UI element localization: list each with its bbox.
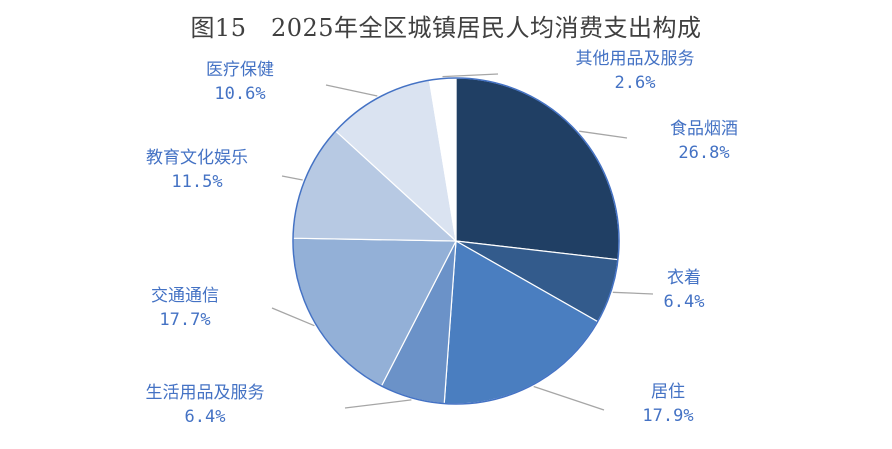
slice-label-value-5: 17.7% — [159, 310, 210, 330]
chart-title: 图15 2025年全区城镇居民人均消费支出构成 — [190, 14, 702, 42]
leader-line-8 — [442, 73, 499, 78]
slice-label-name-1: 食品烟酒 — [670, 119, 738, 139]
slice-label-name-7: 医疗保健 — [206, 60, 274, 80]
leader-line-1 — [579, 130, 628, 139]
slice-label-value-8: 2.6% — [615, 73, 656, 93]
slice-label-value-4: 6.4% — [185, 407, 226, 427]
leader-line-7 — [325, 84, 378, 97]
leader-line-6 — [281, 175, 303, 181]
slice-label-name-6: 教育文化娱乐 — [146, 148, 248, 168]
leader-line-4 — [344, 399, 412, 409]
slice-label-name-3: 居住 — [651, 382, 685, 402]
slice-label-name-5: 交通通信 — [151, 286, 219, 306]
leader-line-2 — [612, 291, 654, 295]
slice-label-value-6: 11.5% — [171, 172, 222, 192]
slice-label-name-4: 生活用品及服务 — [146, 383, 265, 403]
slice-label-value-7: 10.6% — [214, 84, 265, 104]
pie-slice-1 — [455, 77, 620, 261]
slice-label-value-1: 26.8% — [678, 143, 729, 163]
slice-label-name-8: 其他用品及服务 — [576, 49, 695, 69]
leader-line-3 — [533, 385, 605, 411]
slice-label-value-2: 6.4% — [664, 292, 705, 312]
slice-label-value-3: 17.9% — [642, 406, 693, 426]
leader-line-5 — [271, 307, 315, 327]
pie-outline — [292, 77, 620, 405]
slice-label-name-2: 衣着 — [667, 268, 701, 288]
